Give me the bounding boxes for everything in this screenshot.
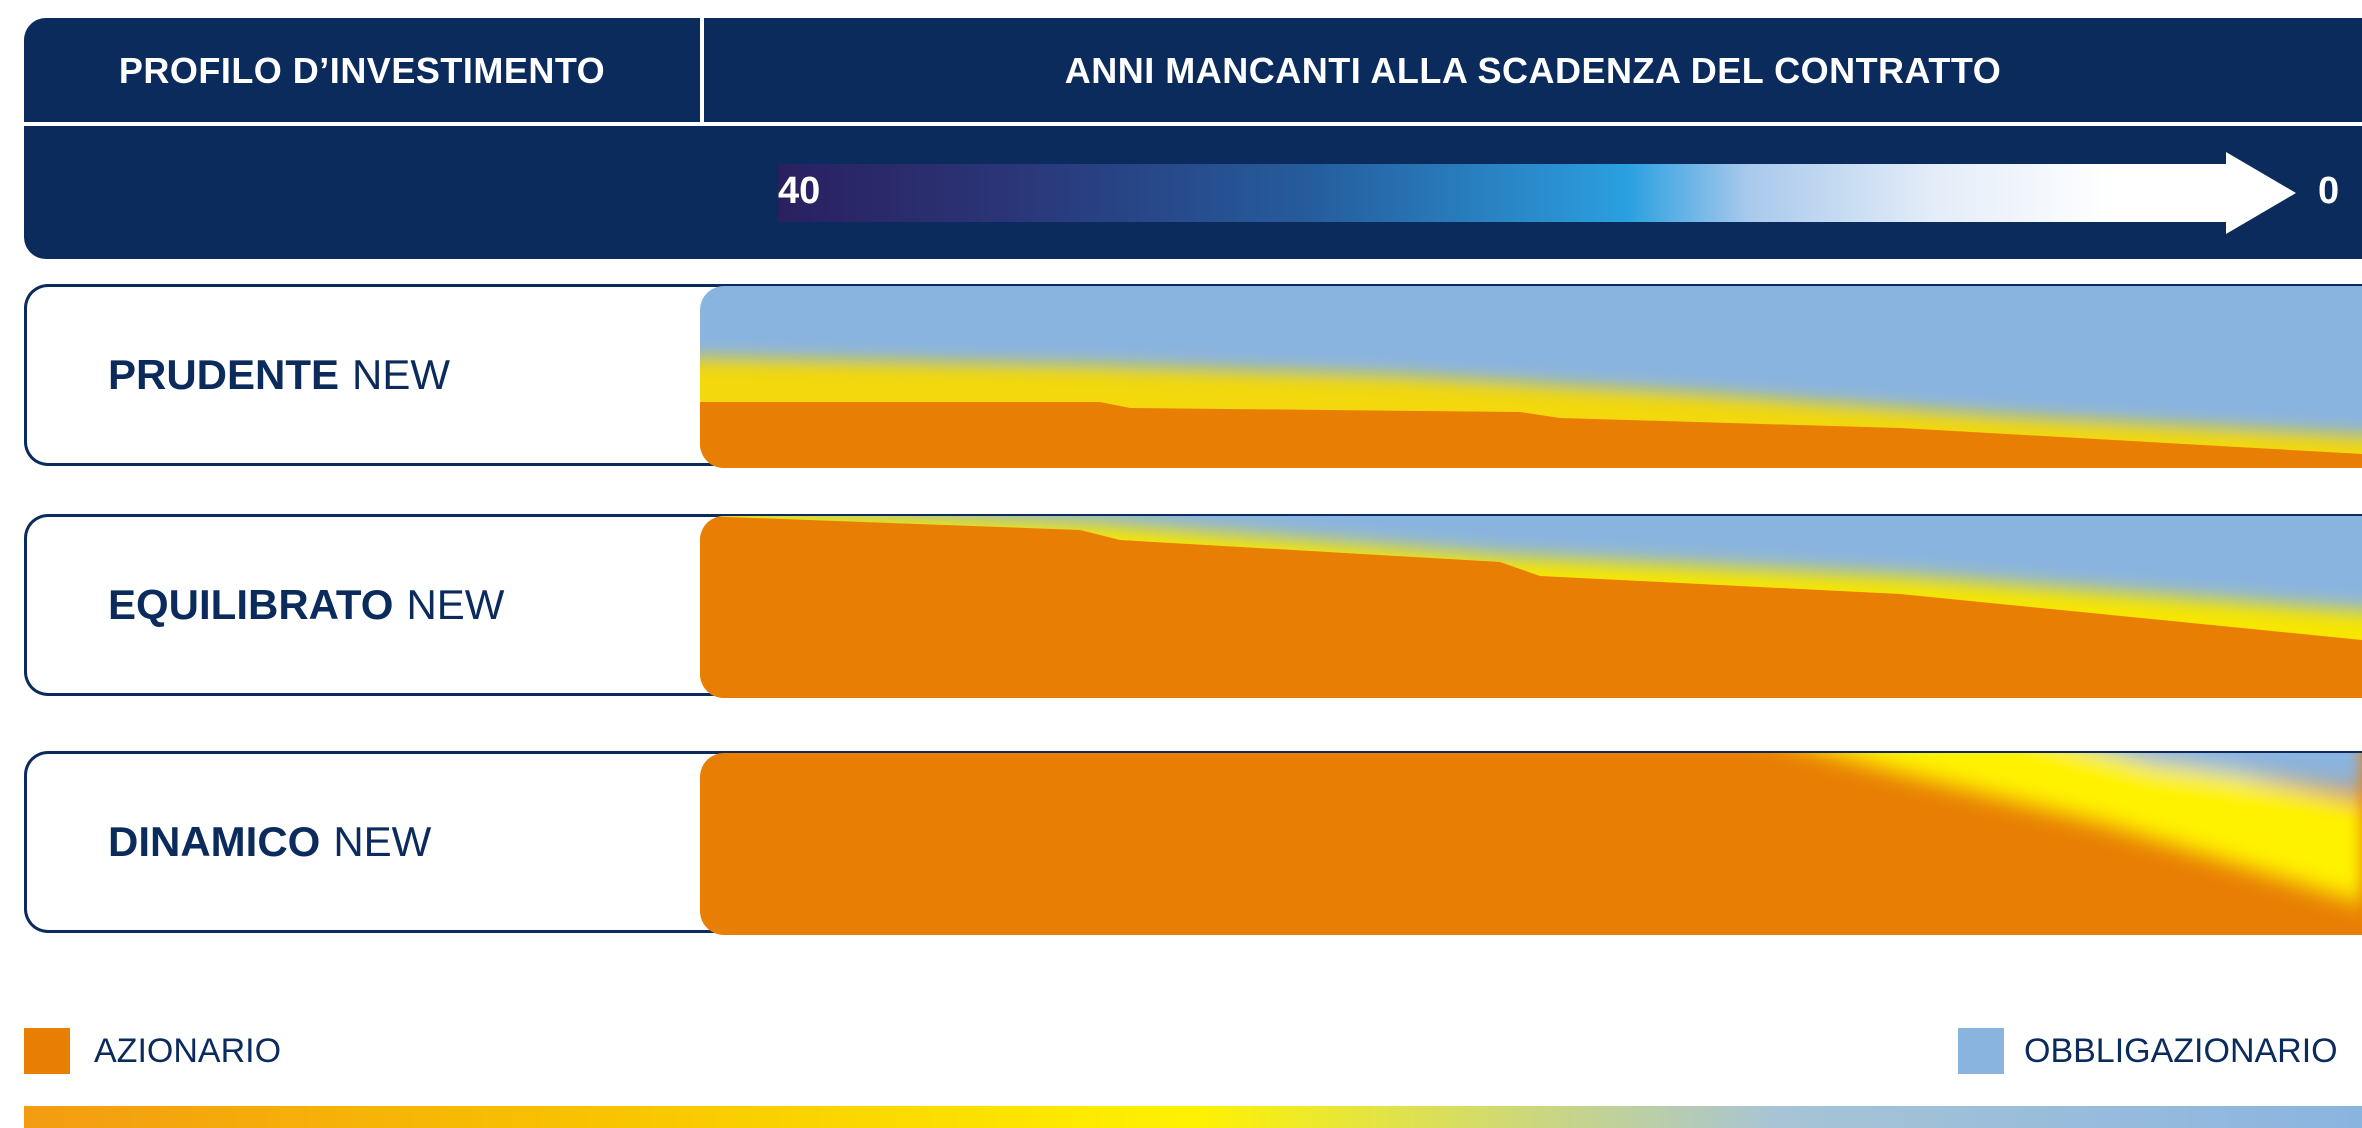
legend-equity-label: AZIONARIO (94, 1032, 282, 1070)
legend-equity-swatch (24, 1028, 70, 1074)
legend-bond-label: OBBLIGAZIONARIO (2024, 1032, 2338, 1070)
profile-suffix: NEW (333, 818, 432, 865)
profile-name: DINAMICO (108, 818, 321, 865)
scale-start-label: 40 (778, 170, 821, 212)
allocation-glide-path-dinamico (700, 753, 2362, 935)
profile-suffix: NEW (352, 351, 451, 398)
header-divider-vertical (700, 18, 704, 124)
header-divider-horizontal (24, 122, 2362, 126)
years-arrow-icon (778, 152, 2296, 234)
profile-label-prudente: PRUDENTE NEW (108, 284, 688, 466)
profile-name: PRUDENTE (108, 351, 340, 398)
column-header-profile: PROFILO D’INVESTIMENTO (118, 50, 606, 91)
legend-bond-swatch (1958, 1028, 2004, 1074)
allocation-glide-path-prudente (700, 286, 2362, 468)
profile-label-dinamico: DINAMICO NEW (108, 751, 688, 933)
column-header-years: ANNI MANCANTI ALLA SCADENZA DEL CONTRATT… (1064, 50, 2002, 91)
allocation-glide-path-equilibrato (700, 516, 2362, 698)
scale-end-label: 0 (2318, 170, 2340, 212)
profile-name: EQUILIBRATO (108, 581, 394, 628)
profile-suffix: NEW (406, 581, 505, 628)
profile-label-equilibrato: EQUILIBRATO NEW (108, 514, 688, 696)
bottom-gradient-bar (24, 1106, 2362, 1128)
